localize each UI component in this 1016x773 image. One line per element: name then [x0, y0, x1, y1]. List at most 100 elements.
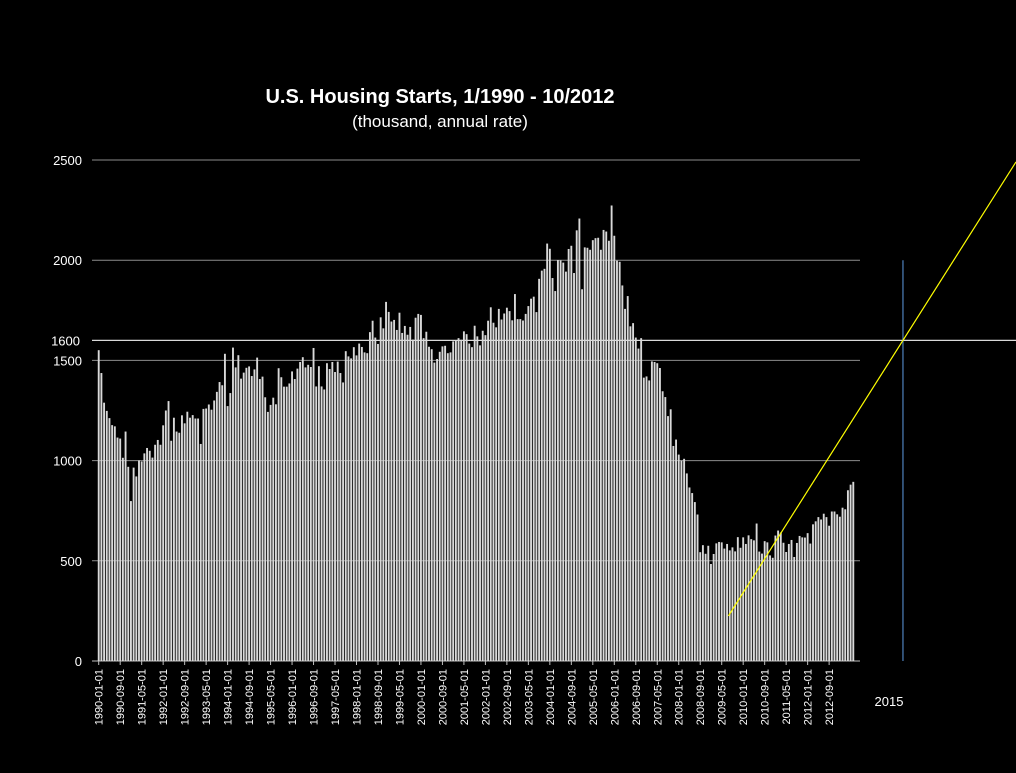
bar: [264, 397, 267, 661]
chart-title: U.S. Housing Starts, 1/1990 - 10/2012: [265, 86, 615, 108]
bar: [723, 548, 726, 661]
bar: [591, 240, 594, 661]
bar: [226, 406, 229, 661]
bar: [836, 514, 839, 661]
bar: [774, 535, 777, 661]
bar: [178, 432, 181, 661]
bar: [503, 313, 506, 661]
bar: [159, 444, 162, 661]
bar: [728, 550, 731, 661]
x-tick-label: 2003-05-01: [523, 669, 535, 725]
bar: [210, 409, 213, 661]
bar: [385, 301, 387, 661]
bar: [605, 231, 608, 662]
bar: [296, 368, 299, 661]
x-tick-label: 1992-01-01: [158, 669, 170, 725]
bar: [484, 335, 487, 661]
bar: [462, 331, 465, 661]
bar: [154, 444, 157, 661]
x-tick-label: 2008-09-01: [695, 669, 707, 725]
y-tick-label: 1000: [53, 454, 82, 469]
bar: [602, 229, 605, 661]
bar: [390, 321, 393, 661]
bar: [288, 383, 291, 661]
bar: [266, 411, 269, 661]
bar: [272, 397, 275, 661]
bar: [256, 357, 259, 661]
bar: [218, 382, 221, 661]
bar: [669, 409, 672, 661]
bar: [846, 490, 849, 661]
bar: [293, 379, 296, 661]
y-tick-label: 1500: [53, 353, 82, 368]
bar: [387, 311, 390, 661]
bar: [581, 289, 584, 661]
bar: [704, 553, 707, 661]
trend-line: [727, 161, 1016, 617]
bar: [567, 248, 570, 661]
bar: [739, 547, 742, 661]
bar: [516, 319, 519, 661]
x-tick-label: 2006-01-01: [609, 669, 621, 725]
bar: [320, 386, 323, 661]
bar: [699, 552, 702, 661]
bar: [250, 376, 253, 661]
x-tick-label: 2002-09-01: [502, 669, 514, 725]
bar: [181, 415, 183, 661]
bar: [454, 340, 457, 661]
bar: [111, 425, 114, 661]
bar: [720, 542, 723, 661]
y-tick-label: 500: [60, 554, 82, 569]
bar: [465, 334, 468, 661]
bar: [334, 372, 336, 661]
bar: [232, 347, 234, 661]
bar: [726, 543, 729, 661]
year-marker-label: 2015: [875, 694, 904, 709]
bar: [242, 372, 245, 661]
bar: [607, 240, 610, 661]
bar: [543, 268, 546, 661]
bar: [538, 278, 541, 661]
bar: [438, 351, 441, 661]
bar: [403, 325, 406, 661]
bar: [637, 348, 640, 661]
bar: [414, 317, 417, 661]
bar: [656, 363, 659, 661]
bar: [371, 320, 374, 661]
bar: [833, 511, 836, 661]
bar: [449, 352, 452, 661]
bar: [411, 339, 414, 661]
bar: [777, 530, 780, 661]
bar: [744, 543, 747, 661]
bar: [769, 555, 771, 661]
bar: [500, 319, 503, 661]
x-tick-label: 2005-05-01: [588, 669, 600, 725]
bar: [240, 378, 242, 661]
bar: [275, 404, 277, 661]
bar: [565, 271, 567, 661]
bar: [215, 391, 218, 661]
bar: [763, 541, 766, 661]
y-tick-label: 0: [75, 654, 82, 669]
x-tick-label: 2010-09-01: [760, 669, 772, 725]
bar: [594, 238, 597, 661]
bar: [261, 376, 264, 661]
bar: [363, 352, 366, 661]
bar: [530, 298, 532, 661]
x-tick-label: 2002-01-01: [480, 669, 492, 725]
bar: [785, 551, 788, 661]
bar: [307, 364, 310, 661]
bar: [124, 431, 127, 661]
bar: [479, 345, 481, 661]
bar: [629, 326, 632, 661]
bar: [675, 439, 677, 661]
bar: [645, 376, 648, 661]
bar: [562, 262, 565, 661]
bar: [634, 337, 637, 661]
bar: [838, 516, 841, 661]
x-tick-label: 2007-05-01: [652, 669, 664, 725]
x-tick-label: 1998-01-01: [352, 669, 364, 725]
x-tick-label: 2012-09-01: [824, 669, 836, 725]
